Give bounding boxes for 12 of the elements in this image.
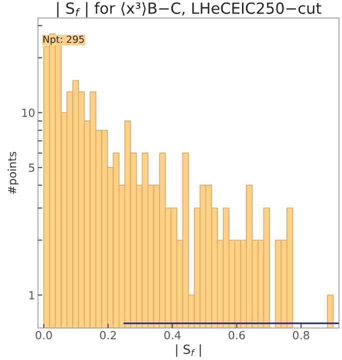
x-tick-label: 0.8 xyxy=(292,330,310,340)
x-tick-label: 0.2 xyxy=(100,330,116,340)
annotation: Npt: 295 xyxy=(43,36,84,45)
y-tick-label: 1 xyxy=(29,291,34,300)
x-axis-title: | S$_{f}$ | xyxy=(176,344,201,357)
x-tick-label: 0.0 xyxy=(36,330,52,340)
y-tick-label: 10 xyxy=(22,108,34,117)
x-tick-label: 0.6 xyxy=(228,330,245,340)
y-tick-label: 5 xyxy=(29,164,34,172)
chart-title: | S$_{f}$ | for ⟨x³⟩B−C, LHeCEIC250−cut xyxy=(57,2,322,18)
y-axis-title: #points xyxy=(8,152,18,194)
x-tick-label: 0.4 xyxy=(164,330,181,340)
